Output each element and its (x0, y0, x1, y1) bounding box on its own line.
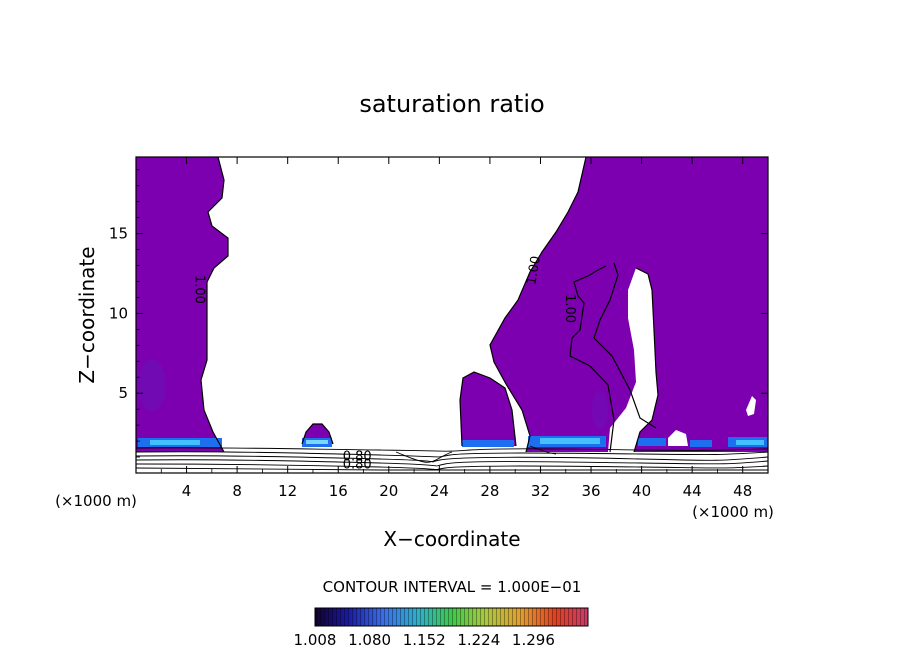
colorbar (314, 607, 589, 627)
x-tick-label: 16 (329, 482, 348, 500)
unsaturated-gap-small (668, 430, 688, 446)
x-tick-label: 12 (278, 482, 297, 500)
colorbar-tick-labels: 1.008 1.080 1.152 1.224 1.296 (294, 631, 555, 649)
x-tick-label: 32 (531, 482, 550, 500)
colorbar-tick-label: 1.080 (348, 631, 391, 649)
x-tick-label: 20 (379, 482, 398, 500)
chart-title: saturation ratio (359, 90, 544, 118)
y-axis-ticks: 5 10 15 (109, 169, 768, 458)
x-tick-label: 36 (581, 482, 600, 500)
contour-labels: 1.00 1.00 1.00 0.800.80 (192, 255, 577, 473)
saturated-region-middle (460, 372, 516, 446)
contour-label: 1.00 (524, 255, 544, 286)
contour-label: 0.80 (343, 450, 372, 465)
y-tick-label: 15 (109, 225, 128, 243)
plot-area: 1.00 1.00 1.00 0.800.80 (136, 157, 768, 473)
unsaturated-gap-edge (746, 396, 756, 416)
unsaturated-gap-right (608, 268, 658, 452)
colorbar-tick-label: 1.152 (403, 631, 446, 649)
contour-label: 1.00 (562, 294, 577, 323)
colorbar-tick-label: 1.008 (294, 631, 337, 649)
x-axis-ticks: 4 8 12 16 20 24 28 32 36 40 44 48 (160, 157, 752, 500)
contour-label: 0.80 (343, 458, 372, 473)
x-tick-label: 44 (683, 482, 702, 500)
surface-contour-lines (136, 445, 768, 471)
x-axis-label: X−coordinate (383, 527, 520, 551)
y-axis-label: Z−coordinate (75, 246, 99, 383)
enhanced-band (138, 436, 768, 447)
y-tick-label: 5 (118, 384, 128, 402)
x-tick-label: 40 (632, 482, 651, 500)
y-tick-label: 10 (109, 304, 128, 322)
x-tick-label: 48 (733, 482, 752, 500)
x-unit-right: (×1000 m) (692, 503, 774, 521)
contour-interval-text: CONTOUR INTERVAL = 1.000E−01 (323, 578, 582, 596)
contour-1-00-lines (200, 157, 659, 453)
colorbar-tick-label: 1.296 (512, 631, 555, 649)
x-tick-label: 28 (480, 482, 499, 500)
x-tick-label: 4 (182, 482, 192, 500)
x-unit-left: (×1000 m) (55, 492, 137, 510)
x-tick-label: 24 (430, 482, 449, 500)
plot-frame (135, 156, 769, 474)
contour-label: 1.00 (192, 275, 207, 304)
colorbar-tick-label: 1.224 (457, 631, 500, 649)
x-tick-label: 8 (232, 482, 242, 500)
